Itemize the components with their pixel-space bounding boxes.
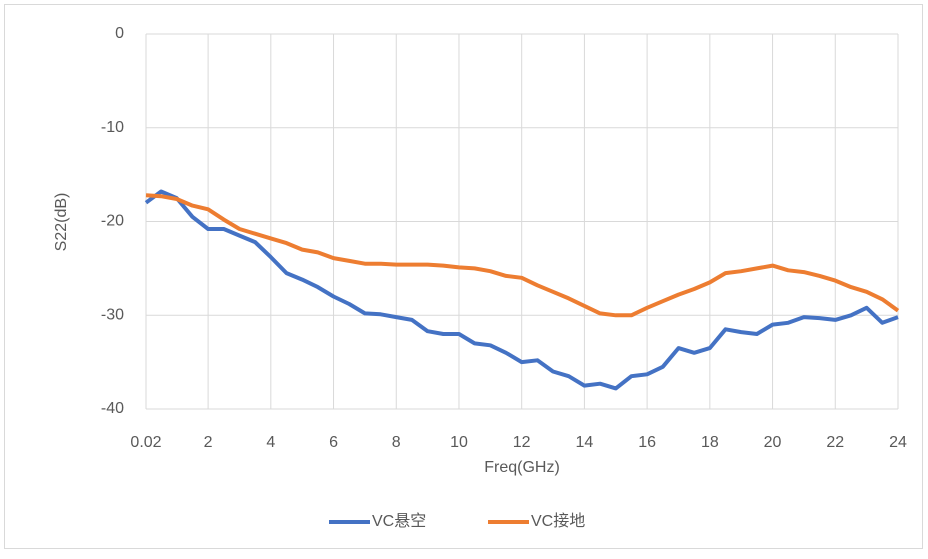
x-tick-label: 10	[450, 434, 468, 451]
y-tick-label: -30	[101, 306, 124, 323]
y-tick-label: -40	[101, 400, 124, 417]
x-tick-label: 2	[204, 434, 213, 451]
x-tick-label: 6	[329, 434, 338, 451]
x-tick-label: 22	[826, 434, 844, 451]
x-axis-label: Freq(GHz)	[484, 459, 560, 476]
y-tick-label: -20	[101, 213, 124, 230]
x-tick-label: 20	[764, 434, 782, 451]
y-tick-label: 0	[115, 25, 124, 42]
x-tick-label: 16	[638, 434, 656, 451]
x-tick-label: 12	[513, 434, 531, 451]
x-tick-label: 8	[392, 434, 401, 451]
x-tick-label: 14	[576, 434, 594, 451]
line-series	[144, 189, 899, 391]
chart-border	[4, 4, 923, 549]
y-axis-label: S22(dB)	[53, 193, 70, 252]
x-tick-label: 24	[889, 434, 907, 451]
y-tick-label: -10	[101, 119, 124, 136]
x-tick-label: 4	[266, 434, 275, 451]
line-series	[145, 193, 900, 318]
x-tick-label: 0.02	[130, 434, 161, 451]
legend-label: VC悬空	[372, 512, 426, 530]
x-tick-label: 18	[701, 434, 719, 451]
legend-label: VC接地	[531, 512, 585, 530]
